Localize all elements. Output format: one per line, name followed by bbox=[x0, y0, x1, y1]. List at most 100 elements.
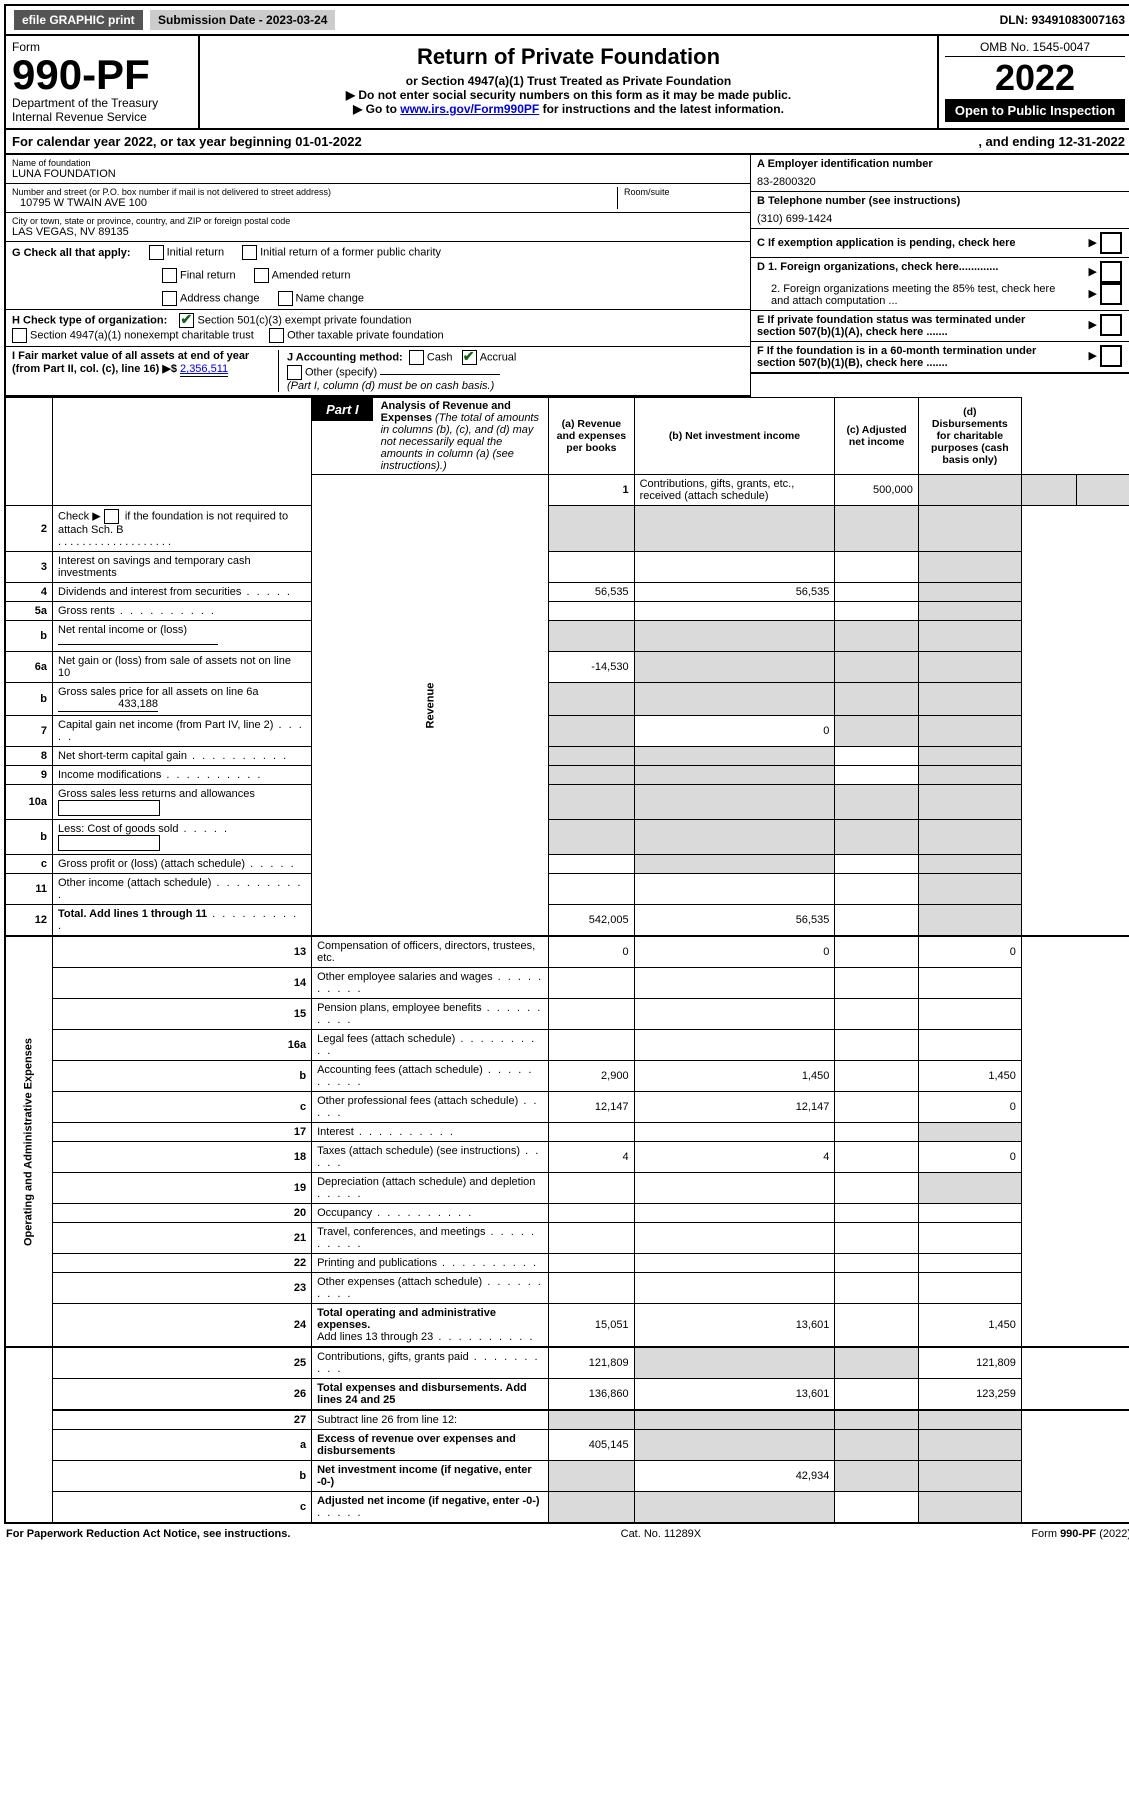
revenue-side-label: Revenue bbox=[312, 475, 549, 937]
cash-basis-note: (Part I, column (d) must be on cash basi… bbox=[287, 380, 494, 392]
open-to-public-badge: Open to Public Inspection bbox=[945, 99, 1125, 122]
name-change-checkbox[interactable] bbox=[278, 291, 293, 306]
table-row: bLess: Cost of goods sold bbox=[5, 820, 1129, 855]
instructions-link[interactable]: www.irs.gov/Form990PF bbox=[400, 102, 539, 116]
table-row: 20Occupancy bbox=[5, 1204, 1129, 1223]
phone-label: B Telephone number (see instructions) bbox=[757, 195, 1125, 207]
table-row: 24Total operating and administrative exp… bbox=[5, 1304, 1129, 1348]
col-a-header: (a) Revenue and expenses per books bbox=[549, 398, 634, 475]
table-row: aExcess of revenue over expenses and dis… bbox=[5, 1430, 1129, 1461]
amended-return-checkbox[interactable] bbox=[254, 268, 269, 283]
f-label: F If the foundation is in a 60-month ter… bbox=[757, 345, 1057, 369]
other-method-checkbox[interactable] bbox=[287, 365, 302, 380]
accrual-checkbox[interactable] bbox=[462, 350, 477, 365]
table-row: bAccounting fees (attach schedule)2,9001… bbox=[5, 1061, 1129, 1092]
g-label: G Check all that apply: bbox=[12, 247, 131, 259]
cal-year-end: , and ending 12-31-2022 bbox=[978, 134, 1125, 149]
table-row: Operating and Administrative Expenses 13… bbox=[5, 936, 1129, 968]
address-value: 10795 W TWAIN AVE 100 bbox=[12, 197, 617, 209]
table-row: cAdjusted net income (if negative, enter… bbox=[5, 1492, 1129, 1524]
final-return-checkbox[interactable] bbox=[162, 268, 177, 283]
footer-right: Form 990-PF (2022) bbox=[1031, 1528, 1129, 1540]
e-checkbox[interactable] bbox=[1100, 314, 1122, 336]
fmv-value[interactable]: 2,356,511 bbox=[180, 363, 228, 377]
table-row: 23Other expenses (attach schedule) bbox=[5, 1273, 1129, 1304]
part1-title: Analysis of Revenue and Expenses (The to… bbox=[373, 398, 549, 474]
footer-mid: Cat. No. 11289X bbox=[621, 1528, 702, 1540]
table-row: 4Dividends and interest from securities5… bbox=[5, 583, 1129, 602]
table-row: 8Net short-term capital gain bbox=[5, 747, 1129, 766]
omb-label: OMB No. 1545-0047 bbox=[945, 40, 1125, 57]
top-bar-left: efile GRAPHIC print Submission Date - 20… bbox=[6, 6, 343, 34]
accounting-method-label: J Accounting method: bbox=[287, 351, 403, 363]
4947-checkbox[interactable] bbox=[12, 328, 27, 343]
initial-return-checkbox[interactable] bbox=[149, 245, 164, 260]
cash-label: Cash bbox=[427, 351, 453, 363]
ein-value: 83-2800320 bbox=[757, 170, 1125, 188]
table-row: 27Subtract line 26 from line 12: bbox=[5, 1410, 1129, 1430]
address-change-checkbox[interactable] bbox=[162, 291, 177, 306]
table-row: 3Interest on savings and temporary cash … bbox=[5, 552, 1129, 583]
name-change-label: Name change bbox=[296, 292, 365, 304]
table-row: 16aLegal fees (attach schedule) bbox=[5, 1030, 1129, 1061]
room-label: Room/suite bbox=[624, 187, 744, 197]
top-bar: efile GRAPHIC print Submission Date - 20… bbox=[4, 4, 1129, 36]
page-footer: For Paperwork Reduction Act Notice, see … bbox=[4, 1524, 1129, 1544]
table-row: 19Depreciation (attach schedule) and dep… bbox=[5, 1173, 1129, 1204]
table-row: 6aNet gain or (loss) from sale of assets… bbox=[5, 652, 1129, 683]
initial-former-label: Initial return of a former public charit… bbox=[260, 246, 441, 258]
other-method-label: Other (specify) bbox=[305, 366, 377, 378]
expenses-side-label: Operating and Administrative Expenses bbox=[5, 936, 53, 1347]
table-row: 21Travel, conferences, and meetings bbox=[5, 1223, 1129, 1254]
4947-label: Section 4947(a)(1) nonexempt charitable … bbox=[30, 329, 254, 341]
table-row: 18Taxes (attach schedule) (see instructi… bbox=[5, 1142, 1129, 1173]
form-note2: ▶ Go to www.irs.gov/Form990PF for instru… bbox=[206, 102, 931, 116]
table-row: 10aGross sales less returns and allowanc… bbox=[5, 785, 1129, 820]
501c3-checkbox[interactable] bbox=[179, 313, 194, 328]
part1-table: Part I Analysis of Revenue and Expenses … bbox=[4, 397, 1129, 1524]
col-b-header: (b) Net investment income bbox=[634, 398, 835, 475]
col-c-header: (c) Adjusted net income bbox=[835, 398, 918, 475]
d2-checkbox[interactable] bbox=[1100, 283, 1122, 305]
table-row: 25Contributions, gifts, grants paid121,8… bbox=[5, 1347, 1129, 1379]
initial-return-label: Initial return bbox=[167, 246, 224, 258]
e-label: E If private foundation status was termi… bbox=[757, 314, 1057, 338]
501c3-label: Section 501(c)(3) exempt private foundat… bbox=[197, 314, 411, 326]
f-checkbox[interactable] bbox=[1100, 345, 1122, 367]
d1-label: D 1. Foreign organizations, check here..… bbox=[757, 261, 998, 283]
table-row: 9Income modifications bbox=[5, 766, 1129, 785]
dln-label: DLN: 93491083007163 bbox=[994, 11, 1129, 29]
table-row: cGross profit or (loss) (attach schedule… bbox=[5, 855, 1129, 874]
part1-tab: Part I bbox=[312, 398, 373, 421]
table-row: 11Other income (attach schedule) bbox=[5, 874, 1129, 905]
table-row: 15Pension plans, employee benefits bbox=[5, 999, 1129, 1030]
d1-checkbox[interactable] bbox=[1100, 261, 1122, 283]
exemption-pending-checkbox[interactable] bbox=[1100, 232, 1122, 254]
table-row: 14Other employee salaries and wages bbox=[5, 968, 1129, 999]
amended-return-label: Amended return bbox=[272, 269, 351, 281]
table-row: 5aGross rents bbox=[5, 602, 1129, 621]
accrual-label: Accrual bbox=[480, 351, 517, 363]
table-row: bNet rental income or (loss) bbox=[5, 621, 1129, 652]
foundation-name-label: Name of foundation bbox=[12, 158, 744, 168]
footer-left: For Paperwork Reduction Act Notice, see … bbox=[6, 1528, 290, 1540]
exemption-pending-label: C If exemption application is pending, c… bbox=[757, 237, 1016, 249]
submission-date-badge: Submission Date - 2023-03-24 bbox=[150, 10, 335, 30]
table-row: 26Total expenses and disbursements. Add … bbox=[5, 1379, 1129, 1411]
table-row: 7Capital gain net income (from Part IV, … bbox=[5, 716, 1129, 747]
form-subtitle: or Section 4947(a)(1) Trust Treated as P… bbox=[206, 74, 931, 88]
other-taxable-label: Other taxable private foundation bbox=[287, 329, 444, 341]
table-row: 17Interest bbox=[5, 1123, 1129, 1142]
calendar-year-row: For calendar year 2022, or tax year begi… bbox=[4, 130, 1129, 155]
sch-b-checkbox[interactable] bbox=[104, 509, 119, 524]
initial-former-checkbox[interactable] bbox=[242, 245, 257, 260]
city-label: City or town, state or province, country… bbox=[12, 216, 744, 226]
irs-label: Internal Revenue Service bbox=[12, 110, 192, 124]
d2-label: 2. Foreign organizations meeting the 85%… bbox=[757, 283, 1071, 307]
cash-checkbox[interactable] bbox=[409, 350, 424, 365]
other-taxable-checkbox[interactable] bbox=[269, 328, 284, 343]
form-header: Form 990-PF Department of the Treasury I… bbox=[4, 36, 1129, 130]
efile-button[interactable]: efile GRAPHIC print bbox=[14, 10, 143, 30]
table-row: 2 Check ▶ if the foundation is not requi… bbox=[5, 506, 1129, 552]
form-title: Return of Private Foundation bbox=[206, 44, 931, 70]
